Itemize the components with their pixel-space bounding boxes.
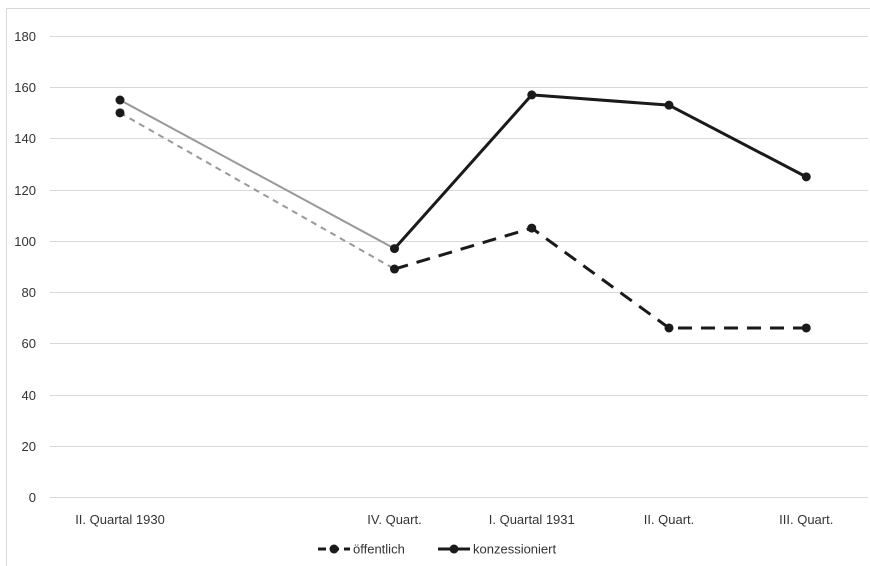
y-tick-label: 120 xyxy=(14,183,36,198)
y-tick-label: 80 xyxy=(22,285,36,300)
series-line xyxy=(394,226,807,330)
data-point xyxy=(527,223,537,233)
y-tick-label: 100 xyxy=(14,234,36,249)
x-tick-label: I. Quartal 1931 xyxy=(489,512,575,527)
series-line-bridge xyxy=(119,99,395,250)
legend-marker xyxy=(329,544,339,554)
y-tick-label: 60 xyxy=(22,336,36,351)
y-tick-label: 0 xyxy=(29,490,36,505)
data-point xyxy=(115,108,125,118)
data-point xyxy=(115,95,125,105)
y-tick-label: 40 xyxy=(22,388,36,403)
data-point xyxy=(527,90,537,100)
x-axis-ticks: II. Quartal 1930 IV. Quart. I. Quartal 193… xyxy=(75,512,833,527)
x-tick-label: II. Quart. xyxy=(644,512,695,527)
legend-entry-1: konzessioniert xyxy=(438,542,556,557)
series xyxy=(115,90,811,333)
y-tick-label: 160 xyxy=(14,80,36,95)
y-tick-label: 140 xyxy=(14,131,36,146)
series-line xyxy=(393,93,807,250)
y-axis-ticks: 0 20 40 60 80 100 120 140 160 180 xyxy=(14,29,36,505)
data-point xyxy=(801,172,811,182)
data-point xyxy=(390,264,399,274)
legend-entry-0: öffentlich xyxy=(318,542,405,557)
legend: öffentlich konzessioniert xyxy=(318,542,556,557)
x-tick-label: III. Quart. xyxy=(779,512,833,527)
series-line-bridge xyxy=(119,111,395,270)
legend-label: öffentlich xyxy=(353,542,405,557)
series-0 xyxy=(115,108,811,333)
data-point xyxy=(664,100,674,110)
x-tick-label: IV. Quart. xyxy=(367,512,421,527)
data-point xyxy=(801,323,811,333)
data-point xyxy=(390,244,399,254)
y-tick-label: 20 xyxy=(22,439,36,454)
series-1 xyxy=(115,90,811,254)
y-tick-label: 180 xyxy=(14,29,36,44)
data-point xyxy=(664,323,674,333)
legend-marker xyxy=(449,544,459,554)
x-tick-label: II. Quartal 1930 xyxy=(75,512,165,527)
legend-label: konzessioniert xyxy=(473,542,556,557)
